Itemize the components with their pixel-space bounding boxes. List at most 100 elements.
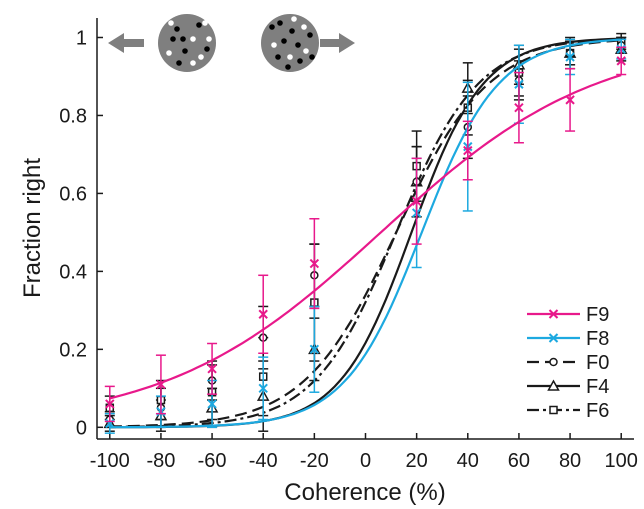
x-marker-stroke [309, 344, 320, 355]
stimulus-dot [289, 28, 295, 34]
stimulus-dot [277, 20, 283, 26]
y-tick-label: 1 [76, 27, 87, 49]
stimulus-dot [309, 54, 315, 60]
stimulus-dot [271, 42, 277, 48]
x-marker [616, 56, 626, 66]
y-tick-label: 0 [76, 417, 87, 439]
x-marker-stroke [514, 102, 524, 113]
fit-curve-F6 [109, 38, 622, 429]
stimulus-dot [275, 54, 281, 60]
x-tick-label: -20 [300, 450, 329, 472]
x-tick-label: 40 [457, 450, 479, 472]
x-tick-label: -100 [90, 450, 130, 472]
stimulus-dot [291, 16, 297, 22]
x-marker [565, 95, 575, 105]
stimulus-dot [301, 24, 307, 30]
stimulus-dot [204, 46, 210, 52]
x-tick-label: -60 [198, 450, 227, 472]
fit-curve-F4 [109, 37, 622, 429]
legend-label: F6 [586, 400, 609, 422]
stimulus-dot [198, 54, 204, 60]
y-tick-label: 0.4 [59, 261, 87, 283]
x-marker-stroke [207, 399, 217, 409]
x-marker-stroke [309, 258, 320, 269]
fit-curve-F8 [109, 38, 622, 429]
legend-label: F8 [586, 328, 609, 350]
stimulus-dot [307, 32, 313, 38]
x-marker-stroke [463, 145, 473, 156]
x-marker-stroke [565, 52, 575, 62]
x-marker-stroke [616, 56, 626, 66]
y-tick-label: 0.8 [59, 105, 87, 127]
stimulus-dot [295, 42, 301, 48]
x-tick-label: 20 [406, 450, 428, 472]
stimulus-dot [166, 50, 172, 56]
fit-curve-F9 [109, 74, 622, 400]
stimulus-dot [285, 64, 291, 70]
stimulus-dot [174, 26, 180, 32]
x-marker [548, 309, 559, 319]
stimulus-dot [196, 22, 202, 28]
x-tick-label: 60 [508, 450, 530, 472]
x-marker [156, 379, 166, 390]
stimulus-dot [190, 36, 196, 42]
x-tick-label: -40 [249, 450, 278, 472]
legend-item-F4: F4 [527, 376, 609, 398]
x-tick-label: 80 [559, 450, 581, 472]
stimulus-inset [108, 14, 355, 72]
y-tick-label: 0.6 [59, 183, 87, 205]
y-tick-label: 0.2 [59, 339, 87, 361]
x-marker-stroke [156, 379, 166, 390]
series-F0 [104, 36, 627, 429]
x-marker [258, 309, 268, 319]
left-dot-stimulus [158, 14, 216, 72]
x-marker-stroke [548, 333, 559, 343]
square-marker [549, 405, 558, 415]
series-F4 [103, 36, 628, 432]
stimulus-dot [176, 60, 182, 66]
x-marker [105, 399, 115, 409]
x-marker [207, 399, 217, 409]
circle-marker [549, 357, 558, 367]
stimulus-dot [303, 48, 309, 54]
x-marker-stroke [258, 383, 268, 394]
stimulus-dot [269, 24, 275, 30]
x-marker [258, 383, 268, 394]
legend-label: F4 [586, 376, 609, 398]
legend-label: F0 [586, 352, 609, 374]
stimulus-dot [180, 36, 186, 42]
x-tick-label: 0 [360, 450, 371, 472]
x-tick-label: -80 [146, 450, 175, 472]
legend-label: F9 [586, 304, 609, 326]
x-marker [411, 196, 422, 206]
x-axis-title: Coherence (%) [284, 479, 445, 506]
legend-item-F9: F9 [527, 304, 609, 326]
left-arrow-icon [108, 33, 144, 53]
right-dot-stimulus [261, 14, 319, 72]
stimulus-dot [190, 60, 196, 66]
stimulus-dot [287, 54, 293, 60]
x-marker-stroke [258, 309, 268, 319]
x-marker [207, 364, 217, 374]
x-marker-stroke [411, 196, 422, 206]
stimulus-dot [202, 20, 208, 26]
x-marker-stroke [105, 399, 115, 409]
x-marker-stroke [207, 364, 217, 374]
series-F6 [104, 32, 627, 429]
stimulus-dot [168, 20, 174, 26]
plot-area [103, 32, 628, 434]
x-marker [309, 344, 320, 355]
stimulus-dot [297, 58, 303, 64]
x-marker [463, 145, 473, 156]
legend-item-F8: F8 [527, 328, 609, 350]
y-axis-title: Fraction right [19, 158, 46, 298]
legend-item-F0: F0 [527, 352, 609, 374]
x-marker [548, 333, 559, 343]
legend-item-F6: F6 [527, 400, 609, 422]
x-marker [514, 102, 524, 113]
right-arrow-icon [320, 33, 355, 53]
stimulus-dot [170, 36, 176, 42]
axes: -100 -80 -60 -40 -20 0 20 40 60 80 100 0 0.2 0.4 0.6 0.… [59, 18, 638, 472]
